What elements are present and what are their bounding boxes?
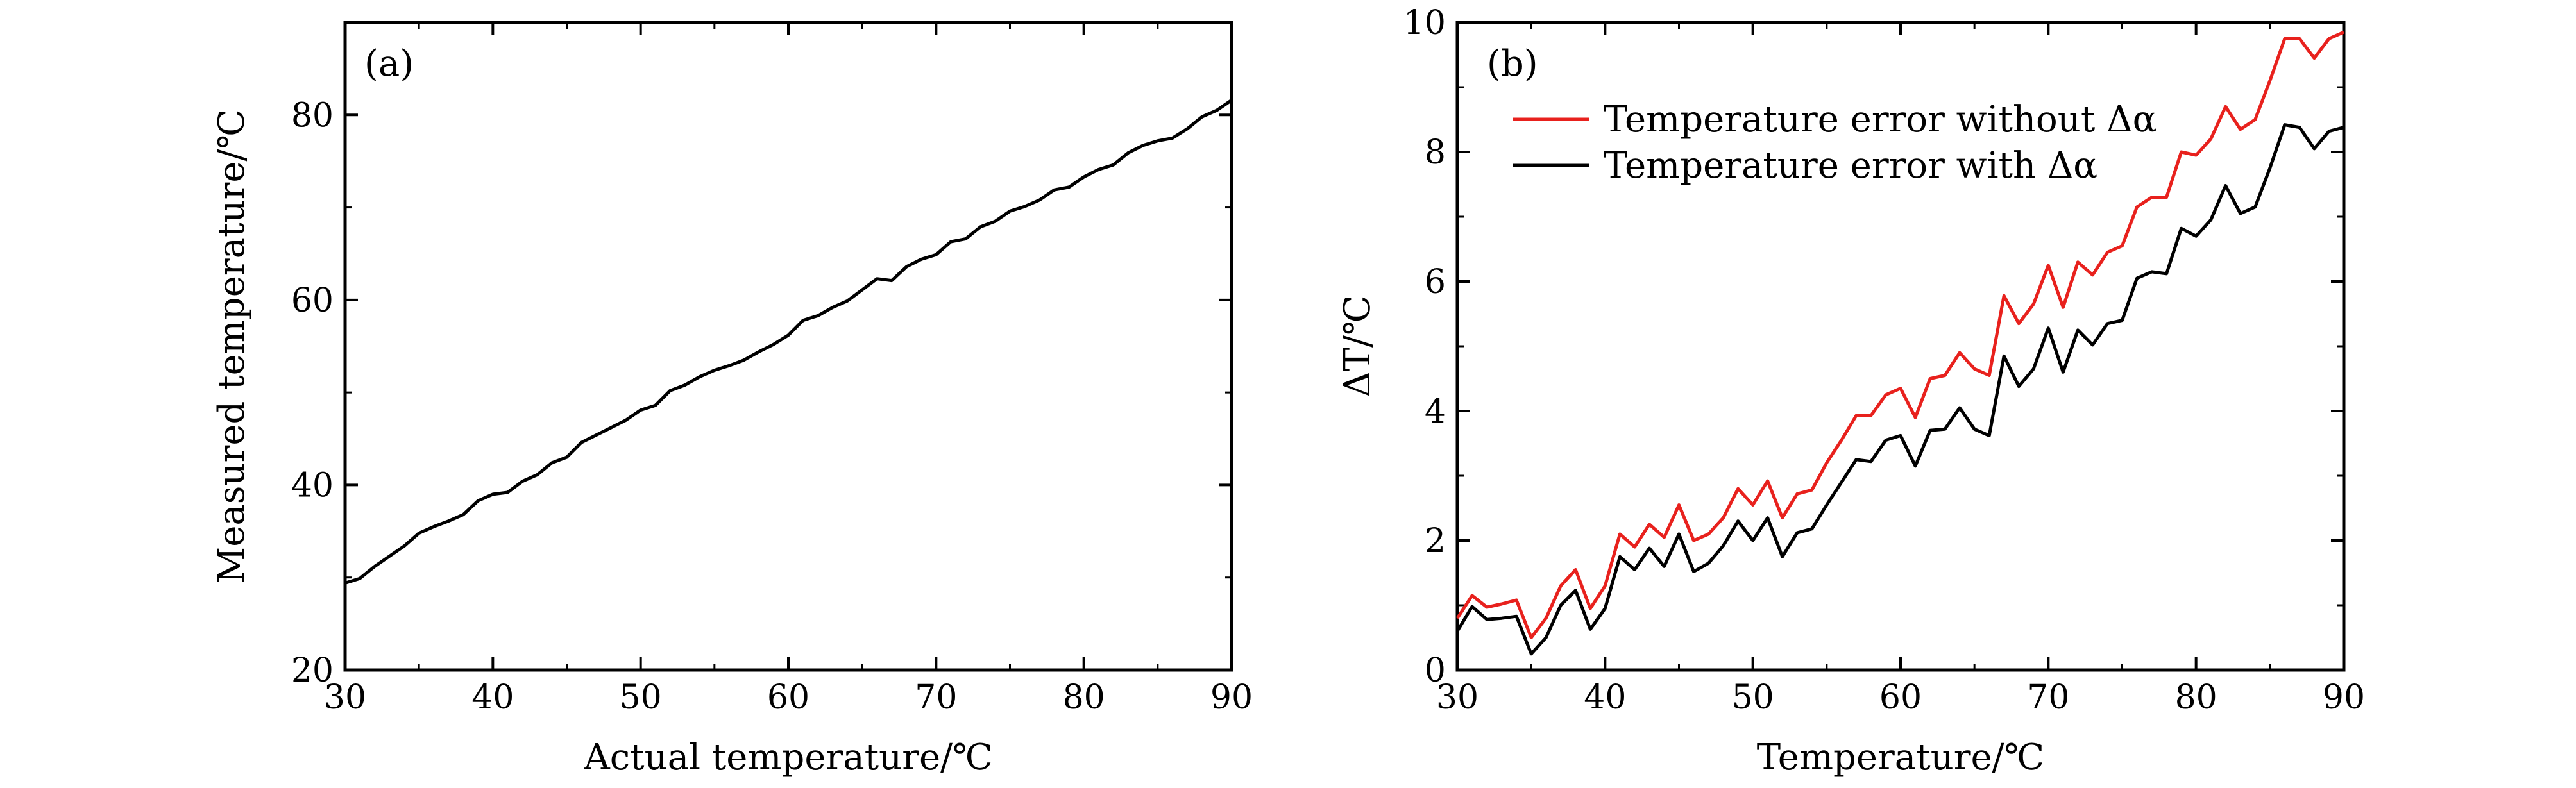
panel-a-x-tick-label: 80 [1063,678,1105,717]
panel-a-y-tick-label: 20 [291,651,334,690]
panel-a-measured-temperature-line [344,99,1233,585]
panel-b-y-tick-label: 6 [1425,263,1446,301]
panel-b-y-tick-label: 2 [1425,522,1446,560]
panel-b-y-tick-label: 10 [1403,4,1446,42]
panel-b-x-tick-label: 40 [1584,678,1626,717]
panel-b-y-axis-label: ΔT/℃ [1337,295,1378,397]
panel-a-ticks: 30 40 50 60 70 80 90 20 40 60 80 [291,22,1253,717]
panel-b-label: (b) [1487,43,1538,85]
panel-b-x-axis-label: Temperature/℃ [1757,737,2044,778]
panel-a-x-tick-label: 50 [620,678,662,717]
panel-a-x-tick-label: 60 [767,678,809,717]
panel-a-x-axis-label: Actual temperature/℃ [583,737,992,778]
panel-b-y-tick-label: 8 [1425,133,1446,172]
panel-b-x-tick-label: 70 [2027,678,2069,717]
legend-label-without: Temperature error without Δα [1604,99,2157,140]
legend-label-with: Temperature error with Δα [1604,145,2097,187]
panel-b-x-tick-label: 80 [2175,678,2217,717]
panel-a-x-tick-label: 90 [1210,678,1253,717]
panel-a-y-axis-label: Measured temperature/℃ [211,109,253,583]
panel-a-y-tick-label: 60 [291,281,334,320]
panel-b-y-tick-label: 0 [1425,651,1446,690]
panel-a-frame [343,21,1233,672]
panel-a-label: (a) [364,43,414,85]
panel-b-series-with-delta-alpha-line [1455,123,2344,656]
panel-b-series [1455,30,2345,656]
panel-a-x-tick-label: 40 [471,678,514,717]
panel-b-legend: Temperature error without Δα Temperature… [1513,99,2157,187]
panel-a-y-tick-label: 80 [291,96,334,135]
panel-b-series-without-delta-alpha-line [1455,30,2345,639]
panel-a-x-tick-label: 30 [324,678,366,717]
panel-a-x-tick-label: 70 [915,678,957,717]
panel-a-y-tick-label: 40 [291,466,334,505]
panel-b-y-tick-label: 4 [1425,392,1446,431]
panel-b-x-tick-label: 50 [1732,678,1774,717]
panel-a: 30 40 50 60 70 80 90 20 40 60 80 (a) Actual temper… [211,21,1253,778]
panel-b-x-tick-label: 30 [1436,678,1479,717]
panel-b-ticks: 30 40 50 60 70 80 90 0 2 4 6 8 10 [1403,4,2365,717]
panel-a-series [344,99,1233,585]
panel-b-x-tick-label: 60 [1879,678,1922,717]
panel-b-x-tick-label: 90 [2323,678,2365,717]
